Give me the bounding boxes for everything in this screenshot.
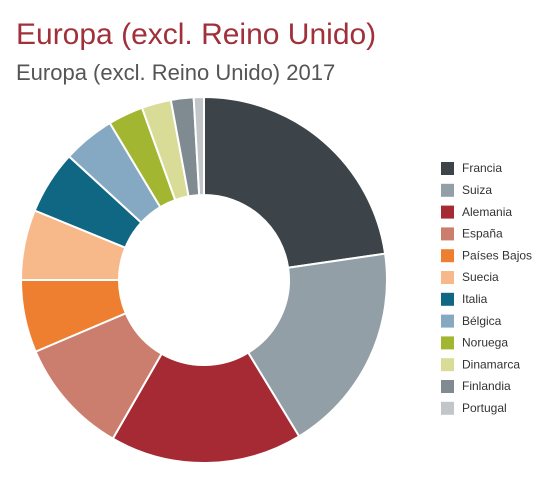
legend-label: Bélgica [462,314,502,328]
legend-swatch [441,183,454,197]
legend-swatch [441,401,454,415]
donut-slice [203,95,387,269]
legend-swatch [441,358,454,372]
legend-label: Suecia [462,270,499,284]
legend-swatch [441,249,454,263]
legend-label: Portugal [462,401,507,415]
legend-swatch [441,292,454,306]
legend-label: Países Bajos [462,248,532,262]
legend-label: Francia [462,161,502,175]
donut-slice [192,95,205,197]
legend-swatch [441,380,454,393]
legend-label: Suiza [462,183,492,197]
legend-label: Dinamarca [462,357,520,371]
legend-label: Alemania [462,205,512,219]
legend-label: España [462,227,503,241]
legend-swatch [441,314,454,328]
legend-label: Italia [462,292,488,306]
donut-slice [246,252,388,438]
legend-swatch [441,227,454,241]
chart-title: Europa (excl. Reino Unido) [16,18,376,51]
donut-slice [111,351,301,464]
legend-label: Noruega [462,336,508,350]
legend-swatch [441,162,454,175]
legend-swatch [441,271,454,284]
chart-subtitle: Europa (excl. Reino Unido) 2017 [16,60,335,85]
legend-swatch [441,205,454,219]
legend-swatch [441,336,454,350]
legend-label: Finlandia [462,379,511,393]
